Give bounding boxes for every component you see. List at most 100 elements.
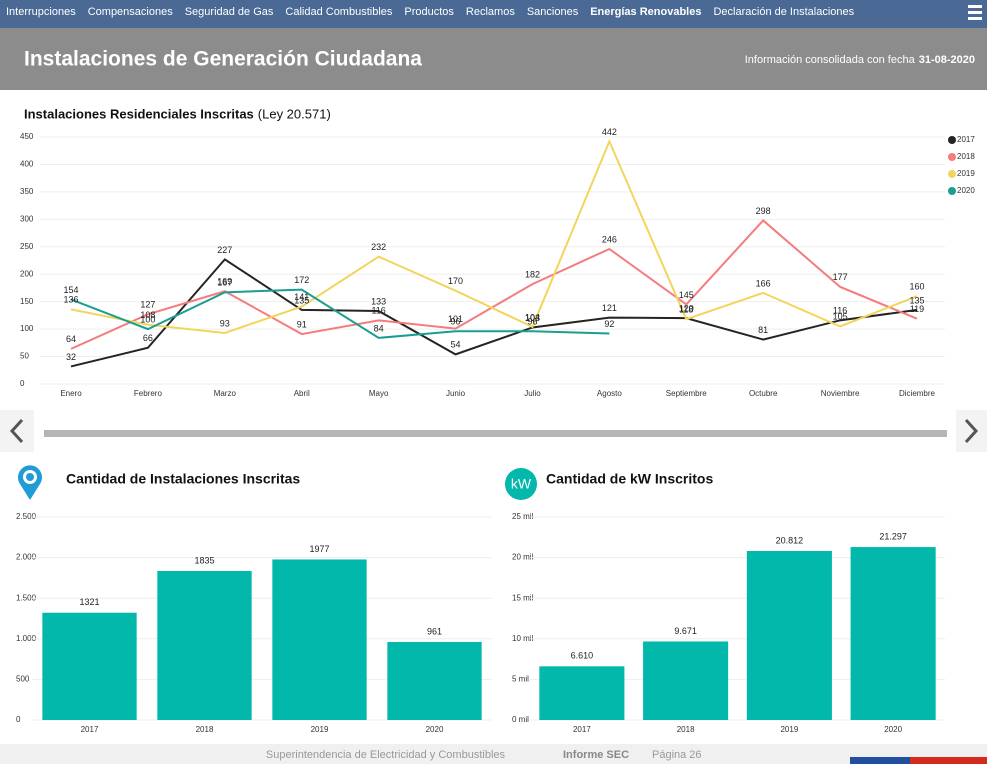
bar <box>643 641 729 720</box>
data-label: 135 <box>909 295 924 305</box>
data-label: 105 <box>833 312 848 322</box>
series-line <box>70 288 610 339</box>
series-line <box>70 219 918 350</box>
data-label: 169 <box>217 277 232 287</box>
y-tick-label: 300 <box>20 214 34 223</box>
chart-subtitle: (Ley 20.571) <box>258 106 331 121</box>
y-tick-label: 350 <box>20 187 34 196</box>
y-tick-label: 25 mil <box>512 512 534 521</box>
header-bar <box>0 28 987 90</box>
scrollbar[interactable] <box>44 430 947 437</box>
nav-item[interactable]: Productos <box>404 6 454 18</box>
x-tick-label: 2017 <box>573 725 591 734</box>
data-label: 1321 <box>79 597 99 607</box>
data-label: 232 <box>371 242 386 252</box>
data-label: 246 <box>602 234 617 244</box>
bar <box>387 641 482 720</box>
data-label: 6.610 <box>571 651 594 661</box>
nav-item[interactable]: Declaración de Instalaciones <box>713 6 854 18</box>
data-label: 177 <box>833 272 848 282</box>
series-line <box>70 258 918 368</box>
y-tick-label: 250 <box>20 242 34 251</box>
x-tick-label: Febrero <box>134 389 163 398</box>
prev-button[interactable] <box>0 410 34 452</box>
y-tick-label: 100 <box>20 324 34 333</box>
data-label: 120 <box>679 304 694 314</box>
bar <box>272 559 367 720</box>
data-label: 96 <box>527 317 537 327</box>
pin-icon <box>17 465 43 500</box>
data-label: 101 <box>448 314 463 324</box>
data-label: 20.812 <box>776 535 804 545</box>
nav-item[interactable]: Compensaciones <box>88 6 173 18</box>
footer <box>0 744 987 764</box>
data-label: 133 <box>371 296 386 306</box>
y-tick-label: 5 mil <box>512 675 529 684</box>
y-tick-label: 2.500 <box>16 512 37 521</box>
data-label: 136 <box>63 295 78 305</box>
data-label: 116 <box>371 306 385 316</box>
y-tick-label: 0 <box>20 379 25 388</box>
flag-blue <box>850 757 910 764</box>
y-tick-label: 0 mil <box>512 715 529 724</box>
data-label: 118 <box>679 305 693 315</box>
x-tick-label: 2020 <box>426 725 444 734</box>
data-label: 121 <box>602 303 617 313</box>
chart-title: Cantidad de kW Inscritos <box>546 471 713 487</box>
x-tick-label: Agosto <box>597 389 622 398</box>
legend-label: 2018 <box>957 152 975 161</box>
nav-item[interactable]: Sanciones <box>527 6 579 18</box>
nav-item[interactable]: Reclamos <box>466 6 515 18</box>
y-tick-label: 20 mil <box>512 553 534 562</box>
x-tick-label: Noviembre <box>821 389 860 398</box>
bar <box>850 547 936 720</box>
data-label: 91 <box>297 319 307 329</box>
data-label: 104 <box>525 312 540 322</box>
data-label: 167 <box>217 278 232 288</box>
data-label: 108 <box>140 310 155 320</box>
nav-item[interactable]: Calidad Combustibles <box>285 6 392 18</box>
data-label: 92 <box>604 319 614 329</box>
chart-title: Instalaciones Residenciales Inscritas <box>24 106 254 121</box>
nav-item[interactable]: Interrupciones <box>6 6 76 18</box>
x-tick-label: Abril <box>294 389 310 398</box>
y-tick-label: 150 <box>20 297 34 306</box>
bar <box>42 612 137 720</box>
kw-badge-text: kW <box>511 476 532 492</box>
data-label: 160 <box>909 282 924 292</box>
data-label: 227 <box>217 245 232 255</box>
data-label: 103 <box>525 313 540 323</box>
nav-item[interactable]: Seguridad de Gas <box>185 6 274 18</box>
legend-swatch <box>948 136 956 144</box>
data-label: 119 <box>910 304 924 314</box>
data-label: 66 <box>143 333 153 343</box>
data-label: 81 <box>758 325 768 335</box>
chart-title: Cantidad de Instalaciones Inscritas <box>66 471 300 487</box>
data-label: 127 <box>140 300 155 310</box>
data-label: 135 <box>294 295 309 305</box>
y-tick-label: 15 mil <box>512 593 534 602</box>
menu-icon[interactable] <box>968 5 982 20</box>
legend-swatch <box>948 187 956 195</box>
legend-label: 2017 <box>957 135 975 144</box>
x-tick-label: 2019 <box>780 725 798 734</box>
legend-label: 2020 <box>957 186 975 195</box>
next-button[interactable] <box>956 410 987 452</box>
y-tick-label: 50 <box>20 352 29 361</box>
bar <box>746 551 832 720</box>
y-tick-label: 400 <box>20 160 34 169</box>
nav-item[interactable]: Energías Renovables <box>590 6 701 18</box>
nav-bar <box>0 0 987 28</box>
date-prefix: Información consolidada con fecha <box>745 54 916 66</box>
legend-swatch <box>948 170 956 178</box>
data-label: 172 <box>294 275 309 285</box>
data-label: 1835 <box>194 555 214 565</box>
legend-label: 2019 <box>957 169 975 178</box>
y-tick-label: 0 <box>16 715 21 724</box>
bar <box>539 666 625 720</box>
data-label: 1977 <box>309 544 329 554</box>
prev-arrow <box>9 418 24 444</box>
x-tick-label: 2018 <box>196 725 214 734</box>
x-tick-label: Julio <box>524 389 541 398</box>
